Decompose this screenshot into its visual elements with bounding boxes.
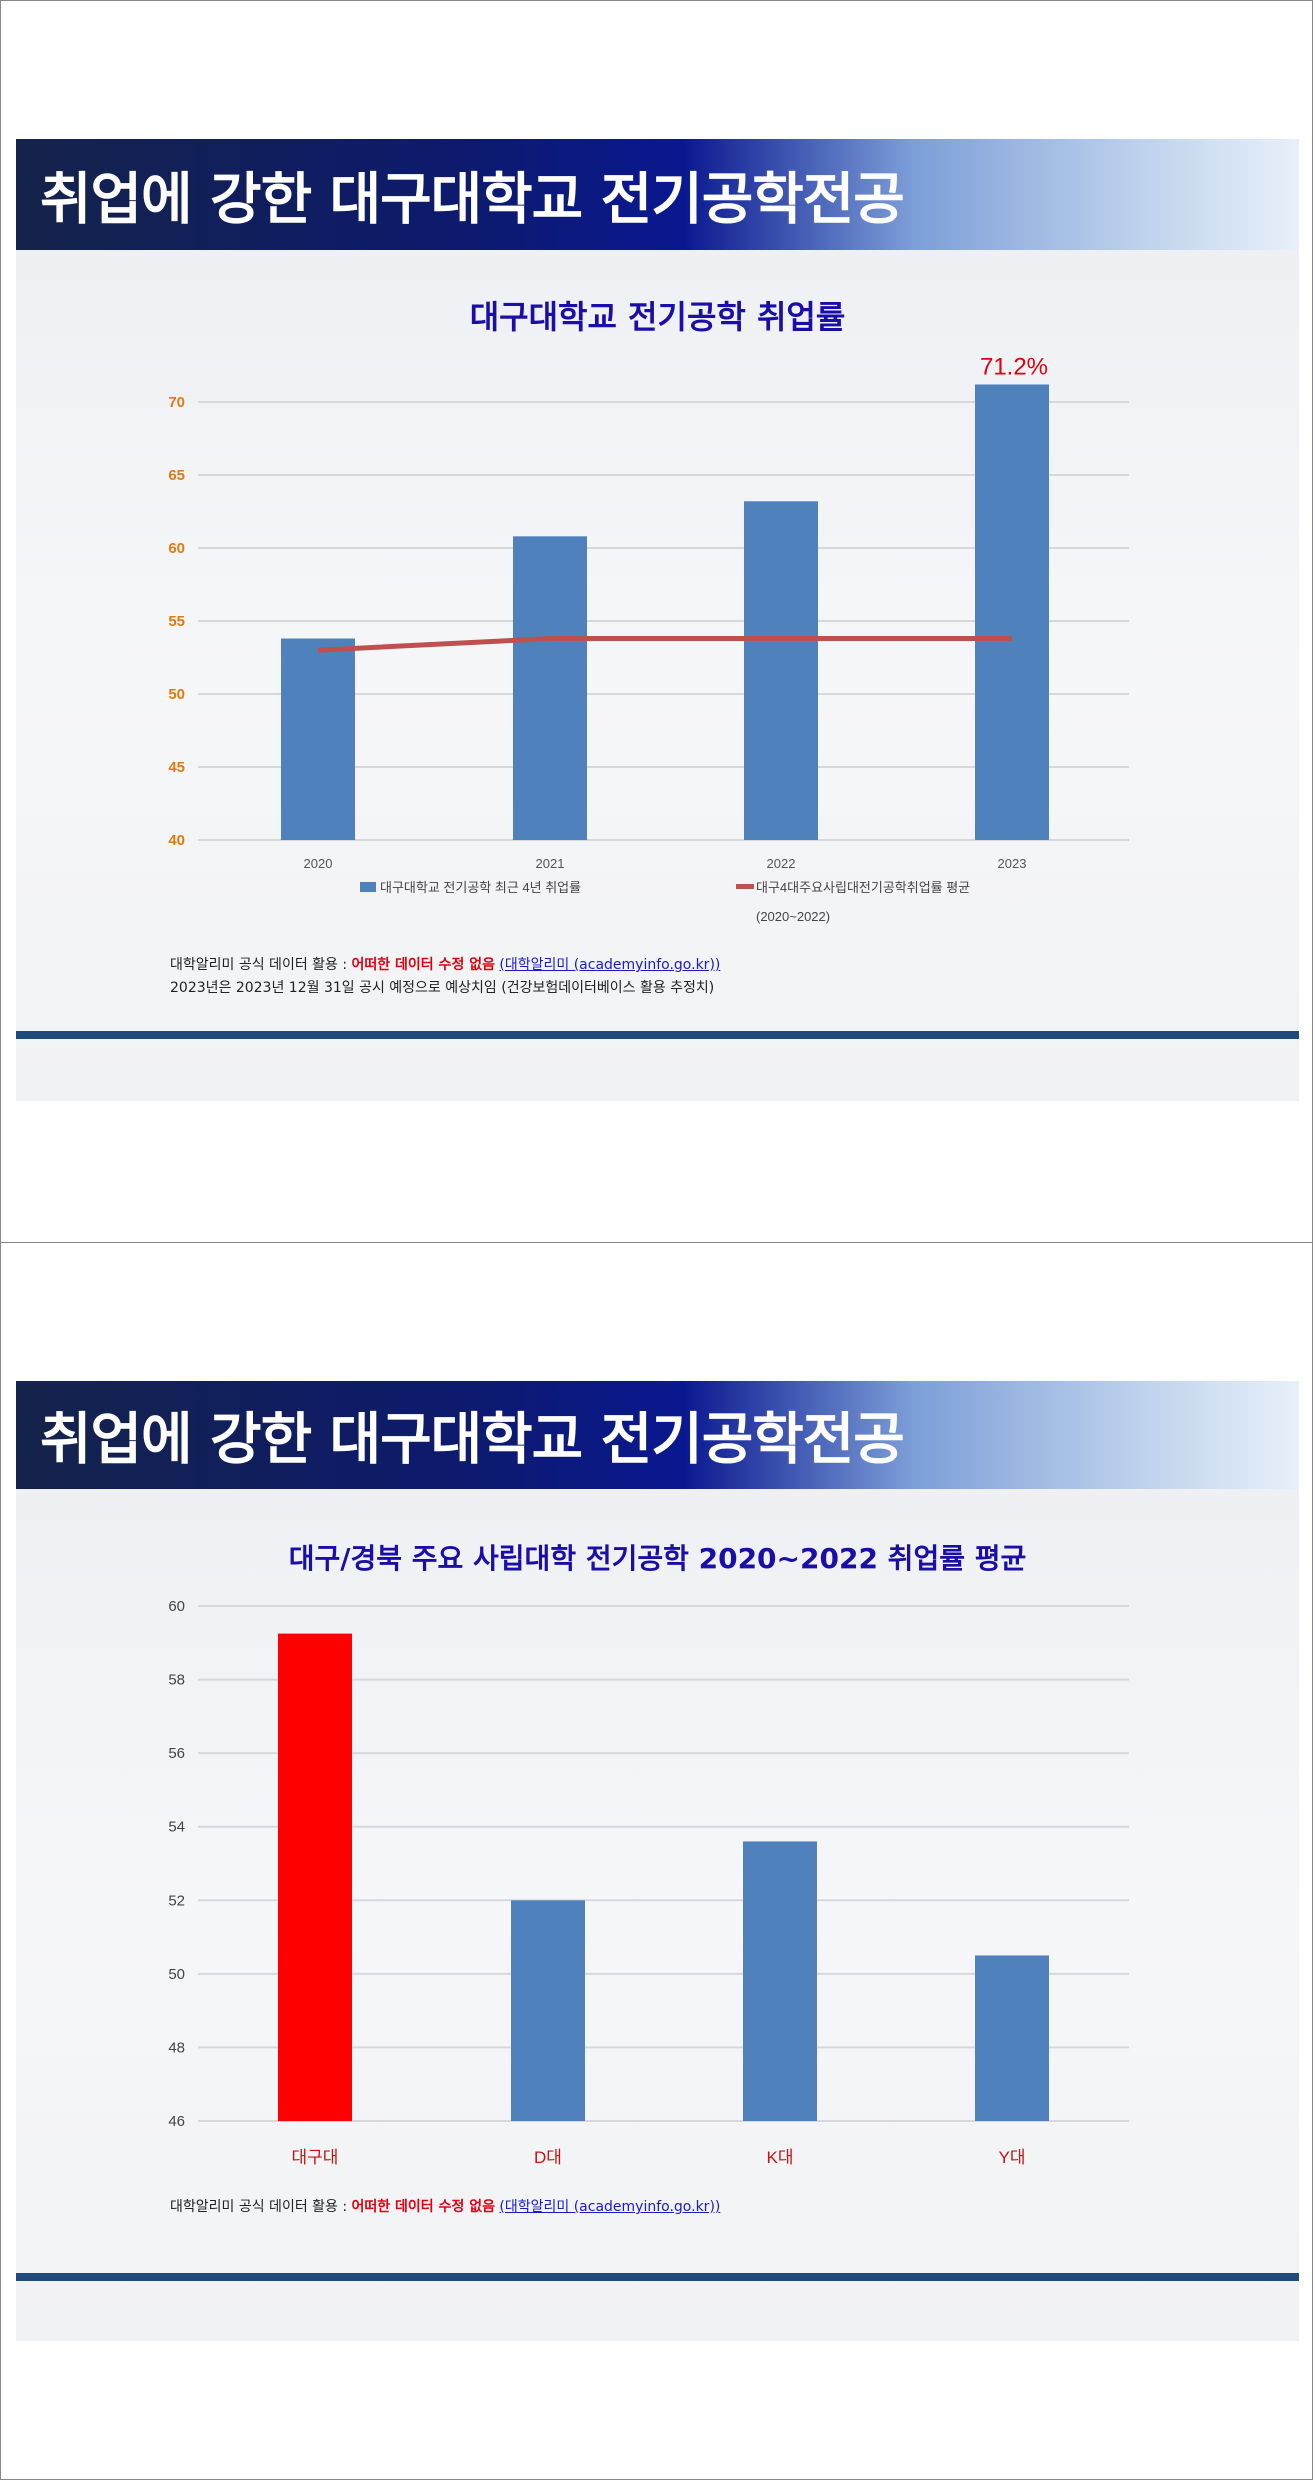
note-emphasis: 어떠한 데이터 수정 없음 <box>351 957 495 973</box>
y-tick-label: 60 <box>168 540 185 557</box>
source-note: 대학알리미 공식 데이터 활용 : 어떠한 데이터 수정 없음 (대학알리미 (… <box>170 954 720 974</box>
y-tick-label: 46 <box>168 2113 185 2130</box>
slide-1-heading-bar: 취업에 강한 대구대학교 전기공학전공 <box>16 139 1299 250</box>
y-tick-label: 50 <box>168 1966 185 1983</box>
x-tick-label: 2022 <box>767 856 796 871</box>
legend-line-label: 대구4대주요사립대전기공학취업률 평균 <box>756 880 970 895</box>
slide-1 <box>16 250 1299 1101</box>
bar-2023 <box>975 384 1049 840</box>
average-line <box>317 636 1012 653</box>
x-tick-label: K대 <box>767 2148 794 2167</box>
legend-bar-label: 대구대학교 전기공학 최근 4년 취업률 <box>380 880 581 895</box>
value-annotation-2023: 71.2% <box>980 353 1048 380</box>
y-tick-label: 58 <box>168 1672 185 1689</box>
bar-Y대 <box>975 1955 1049 2121</box>
chart-2-title: 대구/경북 주요 사립대학 전기공학 2020~2022 취업률 평균 <box>288 1542 1027 1575</box>
slide-1-footer-stripe <box>16 1031 1299 1039</box>
slide-heading: 취업에 강한 대구대학교 전기공학전공 <box>40 1407 905 1473</box>
x-tick-label: Y대 <box>999 2148 1026 2167</box>
x-tick-label: 2020 <box>304 856 333 871</box>
y-tick-label: 52 <box>168 1892 185 1909</box>
note-prefix: 대학알리미 공식 데이터 활용 : <box>170 2199 352 2215</box>
bar-D대 <box>511 1900 585 2121</box>
slide-2 <box>16 1489 1299 2341</box>
bar-2020 <box>281 638 355 840</box>
y-tick-label: 60 <box>168 1598 185 1615</box>
estimate-note: 2023년은 2023년 12월 31일 공시 예정으로 예상치임 (건강보험데… <box>170 980 715 996</box>
academyinfo-link[interactable]: (대학알리미 (academyinfo.go.kr)) <box>499 957 721 973</box>
legend-bar-swatch <box>360 882 376 892</box>
x-tick-label: 2023 <box>998 856 1027 871</box>
note-emphasis: 어떠한 데이터 수정 없음 <box>351 2199 495 2215</box>
y-tick-label: 48 <box>168 2039 185 2056</box>
slide-heading: 취업에 강한 대구대학교 전기공학전공 <box>40 167 905 232</box>
bar-2022 <box>744 501 818 840</box>
y-tick-label: 55 <box>168 613 185 630</box>
legend-line-label-2: (2020~2022) <box>756 909 830 924</box>
bar-2021 <box>513 536 587 840</box>
x-tick-label: 대구대 <box>292 2148 339 2167</box>
note-prefix: 대학알리미 공식 데이터 활용 : <box>170 957 352 973</box>
y-tick-label: 50 <box>168 686 185 703</box>
y-tick-label: 45 <box>168 759 185 776</box>
chart-1: 40 45 50 55 60 65 70 2020 2021 2022 2023 71.2% 대구대학교… <box>168 353 1129 924</box>
y-tick-label: 56 <box>168 1745 185 1762</box>
y-tick-label: 65 <box>168 467 185 484</box>
y-tick-label: 70 <box>168 394 185 411</box>
chart-2: 46 48 50 52 54 56 58 60 대구대 D대 K대 Y대 <box>168 1598 1129 2167</box>
slide-2-footer-stripe <box>16 2273 1299 2281</box>
x-tick-label: D대 <box>534 2148 562 2167</box>
bar-대구대 <box>278 1633 352 2121</box>
slide-2-heading-bar: 취업에 강한 대구대학교 전기공학전공 <box>16 1381 1299 1489</box>
y-tick-label: 54 <box>168 1819 185 1836</box>
x-tick-label: 2021 <box>536 856 565 871</box>
legend-line-swatch <box>736 884 754 889</box>
y-tick-label: 40 <box>168 832 185 849</box>
chart-1-title: 대구대학교 전기공학 취업률 <box>469 298 846 336</box>
bar-K대 <box>743 1841 817 2121</box>
source-note: 대학알리미 공식 데이터 활용 : 어떠한 데이터 수정 없음 (대학알리미 (… <box>170 2196 720 2216</box>
academyinfo-link[interactable]: (대학알리미 (academyinfo.go.kr)) <box>499 2199 721 2215</box>
